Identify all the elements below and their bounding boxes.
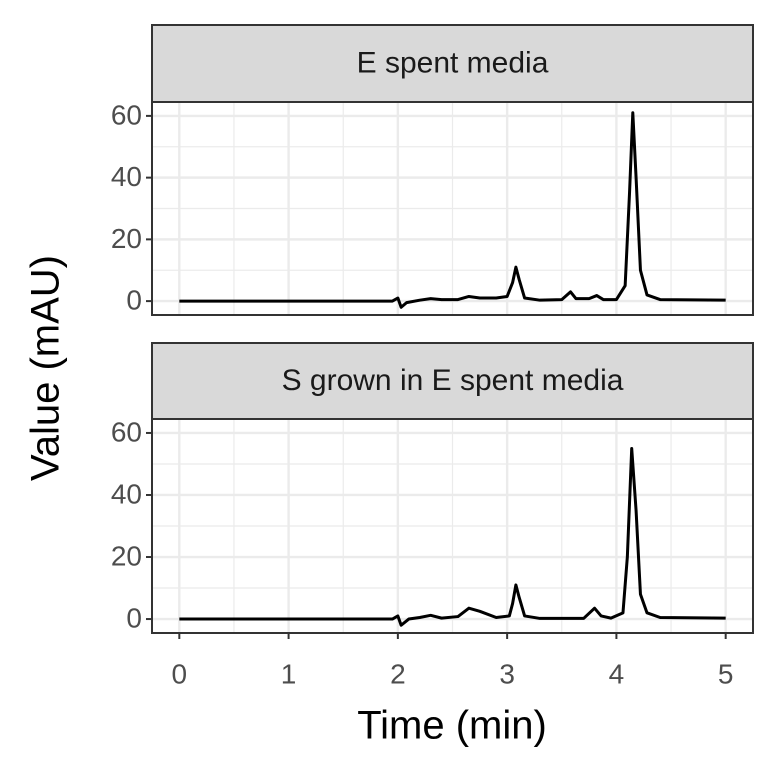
strip-title: S grown in E spent media — [282, 364, 624, 397]
x-tick-label: 3 — [499, 658, 515, 689]
y-tick-label: 0 — [126, 284, 142, 315]
y-tick-label: 20 — [111, 223, 142, 254]
x-tick-label: 0 — [172, 658, 188, 689]
y-tick-label: 60 — [111, 416, 142, 447]
strip-background — [151, 342, 754, 420]
y-tick-label: 60 — [111, 99, 142, 130]
strip-background — [151, 24, 754, 103]
x-tick-label: 5 — [718, 658, 734, 689]
y-tick-label: 0 — [126, 602, 142, 633]
x-axis-title: Time (min) — [357, 704, 547, 748]
chromatogram-line — [179, 111, 726, 309]
x-tick-label: 4 — [609, 658, 625, 689]
y-tick-label: 40 — [111, 161, 142, 192]
chromatogram-line — [179, 446, 726, 627]
x-tick-label: 2 — [390, 658, 406, 689]
y-axis-title: Value (mAU) — [24, 255, 68, 481]
y-tick-label: 40 — [111, 478, 142, 509]
y-tick-label: 20 — [111, 540, 142, 571]
x-tick-label: 1 — [281, 658, 297, 689]
strip-title: E spent media — [357, 46, 549, 79]
